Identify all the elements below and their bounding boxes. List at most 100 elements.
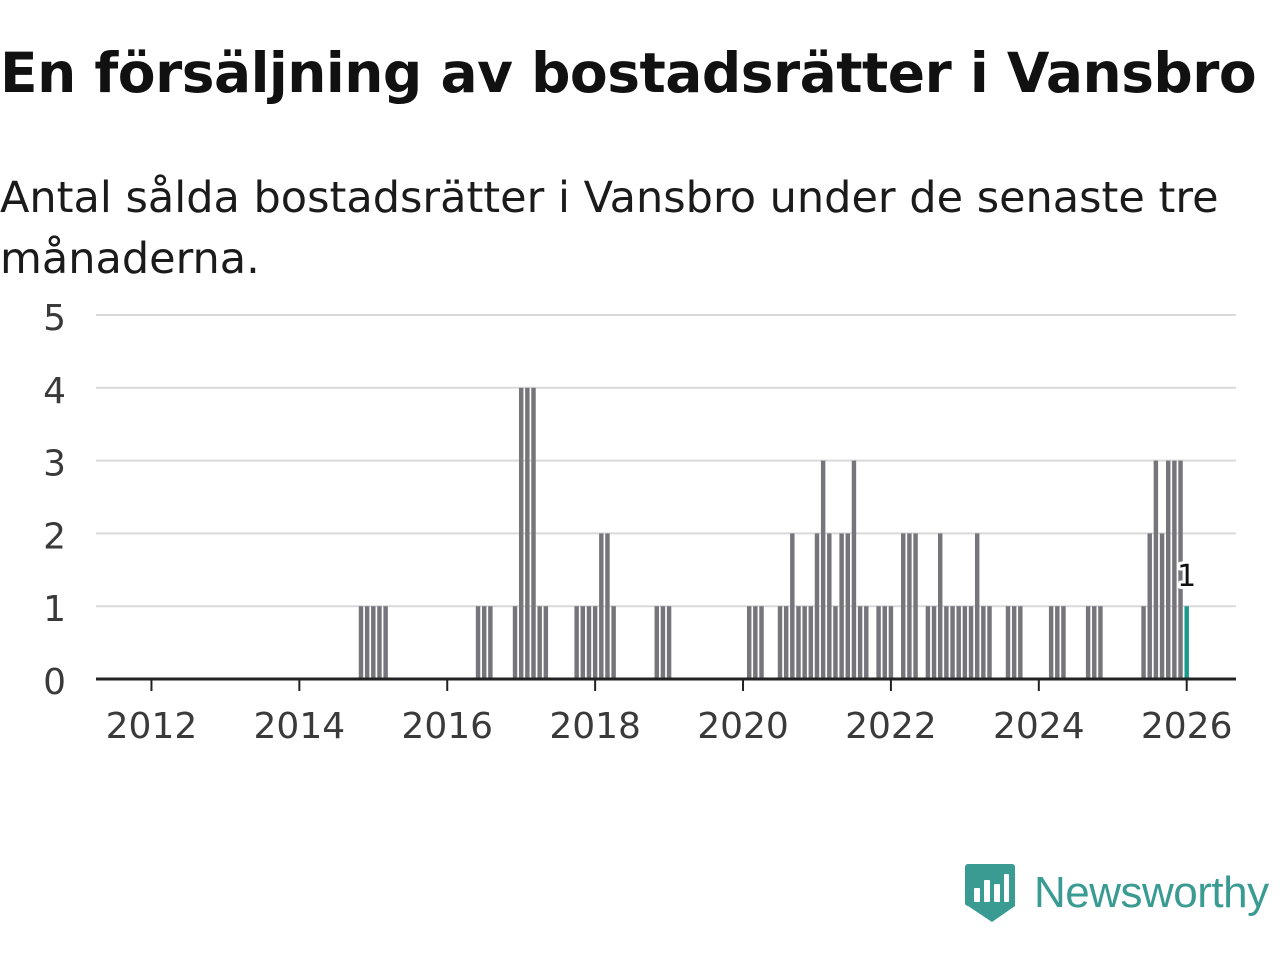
y-tick-label: 3 <box>43 444 66 485</box>
bar <box>1153 460 1159 679</box>
y-axis-labels: 0 1 2 3 4 5 <box>43 298 66 703</box>
x-axis <box>96 677 1236 691</box>
chart-title: En försäljning av bostadsrätter i Vansbr… <box>0 41 1257 105</box>
bar <box>525 387 530 679</box>
bar <box>857 606 863 679</box>
x-tick-label: 2024 <box>993 706 1085 747</box>
x-tick-label: 2014 <box>254 706 346 747</box>
bar <box>981 606 986 679</box>
bar <box>666 606 672 679</box>
bar <box>654 606 659 679</box>
bar <box>901 533 906 679</box>
bar <box>537 606 542 679</box>
bar <box>518 387 524 679</box>
y-tick-label: 5 <box>43 298 66 339</box>
bar <box>808 606 814 679</box>
bar <box>864 606 869 679</box>
bar <box>1092 606 1097 679</box>
bar <box>931 606 937 679</box>
highlight-annotation: 1 <box>1174 556 1199 597</box>
bar <box>1098 606 1103 679</box>
bar <box>1005 606 1011 679</box>
chart-subtitle: Antal sålda bostadsrätter i Vansbro unde… <box>0 173 1219 284</box>
bar <box>1159 533 1165 679</box>
x-tick-label: 2026 <box>1141 706 1233 747</box>
bar <box>599 533 604 679</box>
bar <box>888 606 894 679</box>
brand-name: Newsworthy <box>1034 868 1269 917</box>
x-axis-labels: 2012 2014 2016 2018 2020 2022 2024 2026 <box>106 706 1233 747</box>
gridlines <box>96 314 1236 608</box>
bars <box>358 387 1189 679</box>
bar <box>383 606 388 679</box>
bar <box>783 606 789 679</box>
bar <box>377 606 382 679</box>
bar <box>475 606 481 679</box>
bar <box>925 606 931 679</box>
bar <box>913 533 918 679</box>
bar <box>907 533 912 679</box>
bar <box>796 606 801 679</box>
bar <box>882 606 887 679</box>
bar <box>753 606 758 679</box>
bar <box>660 606 666 679</box>
y-tick-label: 4 <box>43 371 66 412</box>
bar <box>937 533 943 679</box>
bar <box>968 606 974 679</box>
bar <box>358 606 364 679</box>
bar <box>364 606 370 679</box>
newsworthy-logo-icon <box>965 864 1015 922</box>
bar <box>1018 606 1023 679</box>
bar <box>1061 606 1066 679</box>
bar <box>814 533 820 679</box>
x-tick-label: 2012 <box>106 706 198 747</box>
bar <box>790 533 795 679</box>
bar <box>759 606 764 679</box>
bar <box>1055 606 1060 679</box>
bar <box>1165 460 1171 679</box>
x-tick-label: 2018 <box>549 706 641 747</box>
bar <box>950 606 955 679</box>
x-tick-label: 2020 <box>697 706 789 747</box>
y-tick-label: 0 <box>43 662 66 703</box>
bar <box>592 606 598 679</box>
bar <box>1178 460 1183 679</box>
bar <box>827 533 832 679</box>
bar <box>611 606 616 679</box>
bar <box>962 606 968 679</box>
y-tick-label: 2 <box>43 516 66 557</box>
bar <box>586 606 592 679</box>
bar <box>605 533 610 679</box>
bar <box>820 460 826 679</box>
bar <box>839 533 844 679</box>
bar <box>777 606 783 679</box>
bar <box>531 387 536 679</box>
bar <box>574 606 579 679</box>
bar <box>956 606 961 679</box>
bar <box>543 606 549 679</box>
highlight-bar <box>1184 606 1189 679</box>
bar <box>512 606 518 679</box>
bar <box>746 606 752 679</box>
bar <box>987 606 992 679</box>
x-tick-label: 2022 <box>845 706 937 747</box>
bar <box>974 533 980 679</box>
bar <box>851 460 857 679</box>
bar <box>833 606 838 679</box>
y-tick-label: 1 <box>43 589 66 630</box>
bar <box>1172 460 1177 679</box>
bar <box>371 606 376 679</box>
bar <box>1011 606 1017 679</box>
bar <box>488 606 493 679</box>
bar <box>845 533 851 679</box>
bar <box>802 606 807 679</box>
bar <box>1048 606 1054 679</box>
bar <box>1085 606 1091 679</box>
x-tick-label: 2016 <box>401 706 493 747</box>
bar <box>481 606 487 679</box>
bar <box>876 606 881 679</box>
newsworthy-brand: Newsworthy <box>964 862 1269 924</box>
highlight-value-label: 1 <box>1177 559 1196 594</box>
bar <box>944 606 949 679</box>
